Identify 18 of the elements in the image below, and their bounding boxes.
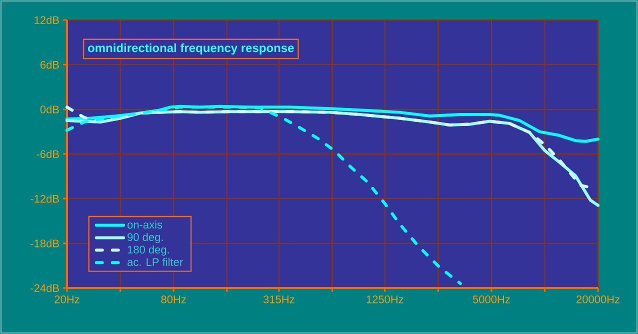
y-tick-label: -6dB — [36, 150, 59, 158]
x-tick-label: 20000Hz — [576, 296, 620, 304]
legend-label: on-axis — [128, 220, 162, 229]
x-tick-label: 1250Hz — [366, 296, 404, 304]
y-tick-label: 0dB — [40, 105, 59, 114]
x-tick-label: 80Hz — [161, 296, 186, 304]
text: omnidirectional frequency response — [88, 43, 294, 55]
y-tick-label: -24dB — [30, 284, 59, 292]
y-tick-label: -12dB — [30, 194, 59, 203]
legend-label: 180 deg. — [128, 245, 169, 256]
x-tick-label: 20Hz — [54, 296, 80, 304]
x-tick-label: 315Hz — [263, 296, 294, 304]
y-tick-label: 6dB — [40, 60, 59, 69]
legend-label: 90 deg. — [128, 232, 163, 244]
x-tick-label: 5000Hz — [472, 296, 510, 304]
legend-label: ac. LP filter — [128, 258, 183, 266]
y-tick-label: -18dB — [30, 239, 59, 248]
y-tick-label: 12dB — [34, 16, 59, 24]
